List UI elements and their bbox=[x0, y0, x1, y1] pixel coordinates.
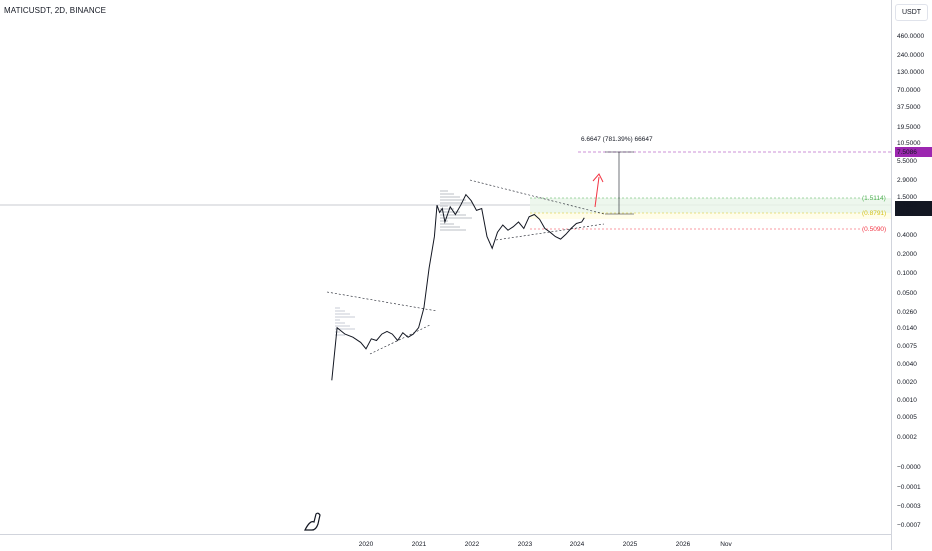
trendline bbox=[326, 291, 438, 312]
y-tick-label: 0.0140 bbox=[897, 325, 917, 332]
volume-profile-bar bbox=[440, 214, 466, 216]
y-tick-label: 0.0020 bbox=[897, 379, 917, 386]
trendline bbox=[369, 324, 431, 355]
y-tick-label: 0.1000 bbox=[897, 270, 917, 277]
y-tick-label: 37.5000 bbox=[897, 104, 921, 111]
time-axis[interactable]: 2020 2021 2022 2023 2024 2025 2026 Nov bbox=[0, 534, 891, 551]
current-price-value: 1.1580 bbox=[897, 202, 917, 209]
y-tick-label: −0.0000 bbox=[897, 464, 921, 471]
volume-profile-bar bbox=[335, 313, 350, 315]
y-tick-label: 19.5000 bbox=[897, 124, 921, 131]
y-tick-label: 460.0000 bbox=[897, 33, 924, 40]
volume-profile-bar bbox=[335, 325, 350, 327]
y-tick-label: 0.0260 bbox=[897, 309, 917, 316]
price-axis-ticks: 460.0000 240.0000 130.0000 70.0000 37.5000 19… bbox=[895, 33, 932, 529]
x-tick-label: 2025 bbox=[623, 541, 638, 548]
red-arrow-head bbox=[592, 173, 604, 183]
dino-icon bbox=[304, 512, 321, 531]
volume-profile-bar bbox=[440, 226, 460, 228]
volume-profile-bar bbox=[335, 331, 340, 333]
volume-profile-bar bbox=[335, 319, 340, 321]
y-tick-label: 0.0010 bbox=[897, 397, 917, 404]
x-tick-label: 2021 bbox=[412, 541, 427, 548]
volume-profile-bar bbox=[335, 322, 345, 324]
level-label: (1.5114) bbox=[862, 195, 886, 202]
level-label: (0.8791) bbox=[862, 210, 886, 217]
chart-plot[interactable]: (1.5114) (0.8791) (0.5090) 6.6647 (781.39%)… bbox=[0, 0, 891, 534]
volume-profile-bar bbox=[335, 328, 355, 330]
y-tick-label: −0.0003 bbox=[897, 503, 921, 510]
price-axis[interactable]: 460.0000 240.0000 130.0000 70.0000 37.5000 19… bbox=[891, 0, 932, 550]
volume-profile-bar bbox=[335, 307, 340, 309]
volume-profile-bar bbox=[335, 316, 355, 318]
volume-profile-bar bbox=[440, 208, 454, 210]
y-tick-label: 0.2000 bbox=[897, 251, 917, 258]
y-tick-label: −0.0007 bbox=[897, 522, 921, 529]
chart-title: MATICUSDT, 2D, BINANCE bbox=[4, 6, 107, 15]
measurement-label: 6.6647 (781.39%) 66647 bbox=[581, 136, 653, 143]
y-tick-label: 0.4000 bbox=[897, 232, 917, 239]
volume-profile-bar bbox=[440, 205, 448, 207]
y-tick-label: 2.9000 bbox=[897, 177, 917, 184]
price-line bbox=[331, 193, 585, 381]
y-tick-label: 1.5000 bbox=[897, 194, 917, 201]
x-tick-label: 2022 bbox=[465, 541, 480, 548]
y-tick-label: 0.0500 bbox=[897, 290, 917, 297]
volume-profile-bar bbox=[440, 220, 448, 222]
y-tick-label: 5.5000 bbox=[897, 158, 917, 165]
currency-selector[interactable]: USDT bbox=[895, 4, 928, 21]
yellow-zone bbox=[530, 213, 891, 219]
x-tick-label: 2024 bbox=[570, 541, 585, 548]
time-axis-ticks: 2020 2021 2022 2023 2024 2025 2026 Nov bbox=[359, 541, 733, 548]
target-price-value: 7.5086 bbox=[897, 149, 917, 156]
x-tick-label: 2020 bbox=[359, 541, 374, 548]
x-tick-label: Nov bbox=[720, 541, 732, 548]
y-tick-label: 70.0000 bbox=[897, 87, 921, 94]
red-arrow bbox=[594, 176, 600, 208]
y-tick-label: 130.0000 bbox=[897, 69, 924, 76]
target-price-tag bbox=[895, 147, 932, 157]
x-tick-label: 2026 bbox=[676, 541, 691, 548]
x-tick-label: 2023 bbox=[518, 541, 533, 548]
y-tick-label: −0.0001 bbox=[897, 484, 921, 491]
y-tick-label: 0.0040 bbox=[897, 361, 917, 368]
volume-profile-bar bbox=[440, 196, 460, 198]
volume-profile-bar bbox=[440, 223, 454, 225]
green-zone bbox=[530, 198, 891, 213]
y-tick-label: 0.0002 bbox=[897, 434, 917, 441]
current-price-tag bbox=[895, 201, 932, 216]
volume-profile-bar bbox=[440, 202, 472, 204]
volume-profile-bar bbox=[440, 217, 472, 219]
volume-profile-bar bbox=[335, 334, 345, 336]
countdown-value: 1d 6h bbox=[897, 209, 914, 216]
y-tick-label: 0.0075 bbox=[897, 343, 917, 350]
volume-profile-bar bbox=[440, 229, 466, 231]
y-tick-label: 240.0000 bbox=[897, 52, 924, 59]
y-tick-label: 0.0005 bbox=[897, 414, 917, 421]
volume-profile-bar bbox=[335, 310, 345, 312]
volume-profile-bar bbox=[440, 190, 448, 192]
volume-profile-bar bbox=[440, 193, 454, 195]
volume-profile-bar bbox=[440, 199, 466, 201]
trendline bbox=[469, 179, 605, 215]
y-tick-label: 10.5000 bbox=[897, 140, 921, 147]
volume-profile-bar bbox=[440, 211, 460, 213]
level-label: (0.5090) bbox=[862, 226, 886, 233]
